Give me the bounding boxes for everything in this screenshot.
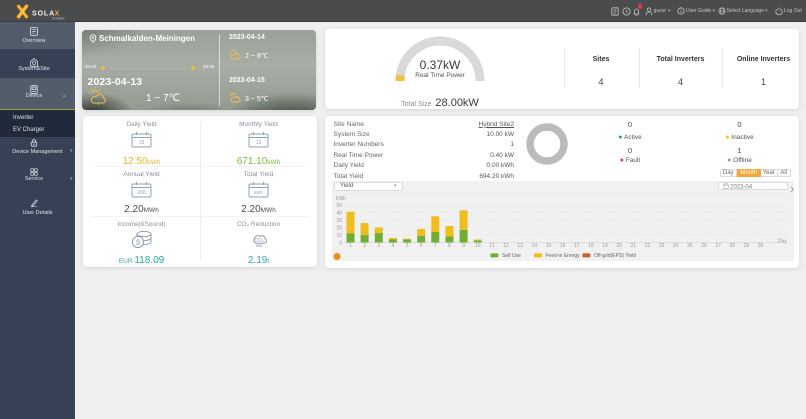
svg-text:23: 23 bbox=[658, 243, 664, 249]
svg-text:6: 6 bbox=[419, 243, 422, 249]
svg-text:40: 40 bbox=[336, 211, 342, 217]
svg-text:POWER: POWER bbox=[52, 17, 65, 21]
svg-text:26: 26 bbox=[701, 243, 707, 249]
svg-text:14: 14 bbox=[531, 243, 537, 249]
svg-text:10: 10 bbox=[475, 243, 481, 249]
svg-text:11: 11 bbox=[489, 243, 494, 249]
svg-text:3: 3 bbox=[377, 243, 380, 249]
svg-text:SOLA: SOLA bbox=[32, 11, 55, 18]
svg-text:Day: Day bbox=[778, 239, 787, 245]
svg-text:17: 17 bbox=[573, 243, 579, 249]
svg-text:0: 0 bbox=[339, 241, 342, 247]
svg-text:1: 1 bbox=[349, 243, 352, 249]
svg-text:200: 200 bbox=[137, 190, 146, 196]
svg-text:CO₂: CO₂ bbox=[254, 238, 264, 244]
svg-text:29: 29 bbox=[743, 243, 749, 249]
svg-text:50: 50 bbox=[336, 203, 342, 209]
svg-text:12: 12 bbox=[503, 243, 509, 249]
svg-text:2: 2 bbox=[363, 243, 366, 249]
svg-text:27: 27 bbox=[715, 243, 721, 249]
svg-text:16: 16 bbox=[559, 243, 565, 249]
svg-text:18: 18 bbox=[588, 243, 594, 249]
svg-text:21: 21 bbox=[630, 243, 636, 249]
svg-text:12: 12 bbox=[256, 140, 262, 146]
svg-text:4: 4 bbox=[391, 243, 394, 249]
svg-text:24: 24 bbox=[672, 243, 678, 249]
svg-text:9: 9 bbox=[462, 243, 465, 249]
svg-text:7: 7 bbox=[433, 243, 436, 249]
svg-text:kWh: kWh bbox=[336, 196, 346, 202]
svg-text:13: 13 bbox=[139, 140, 145, 146]
svg-text:$: $ bbox=[136, 240, 140, 247]
svg-text:30: 30 bbox=[336, 218, 342, 224]
svg-text:20: 20 bbox=[336, 226, 342, 232]
svg-text:20: 20 bbox=[616, 243, 622, 249]
svg-text:13: 13 bbox=[517, 243, 523, 249]
svg-text:10: 10 bbox=[336, 233, 342, 239]
svg-text:Self Use: Self Use bbox=[502, 253, 521, 259]
svg-text:Off-grid(EPS) Yield: Off-grid(EPS) Yield bbox=[594, 253, 636, 259]
svg-text:kWh: kWh bbox=[254, 190, 263, 195]
svg-text:30: 30 bbox=[757, 243, 763, 249]
svg-text:X: X bbox=[55, 11, 60, 18]
svg-text:22: 22 bbox=[644, 243, 650, 249]
svg-text:Feed-in Energy: Feed-in Energy bbox=[545, 253, 580, 259]
svg-text:25: 25 bbox=[687, 243, 693, 249]
svg-text:19: 19 bbox=[602, 243, 608, 249]
svg-text:8: 8 bbox=[448, 243, 451, 249]
svg-text:5: 5 bbox=[405, 243, 408, 249]
svg-text:15: 15 bbox=[545, 243, 551, 249]
svg-text:28: 28 bbox=[729, 243, 735, 249]
